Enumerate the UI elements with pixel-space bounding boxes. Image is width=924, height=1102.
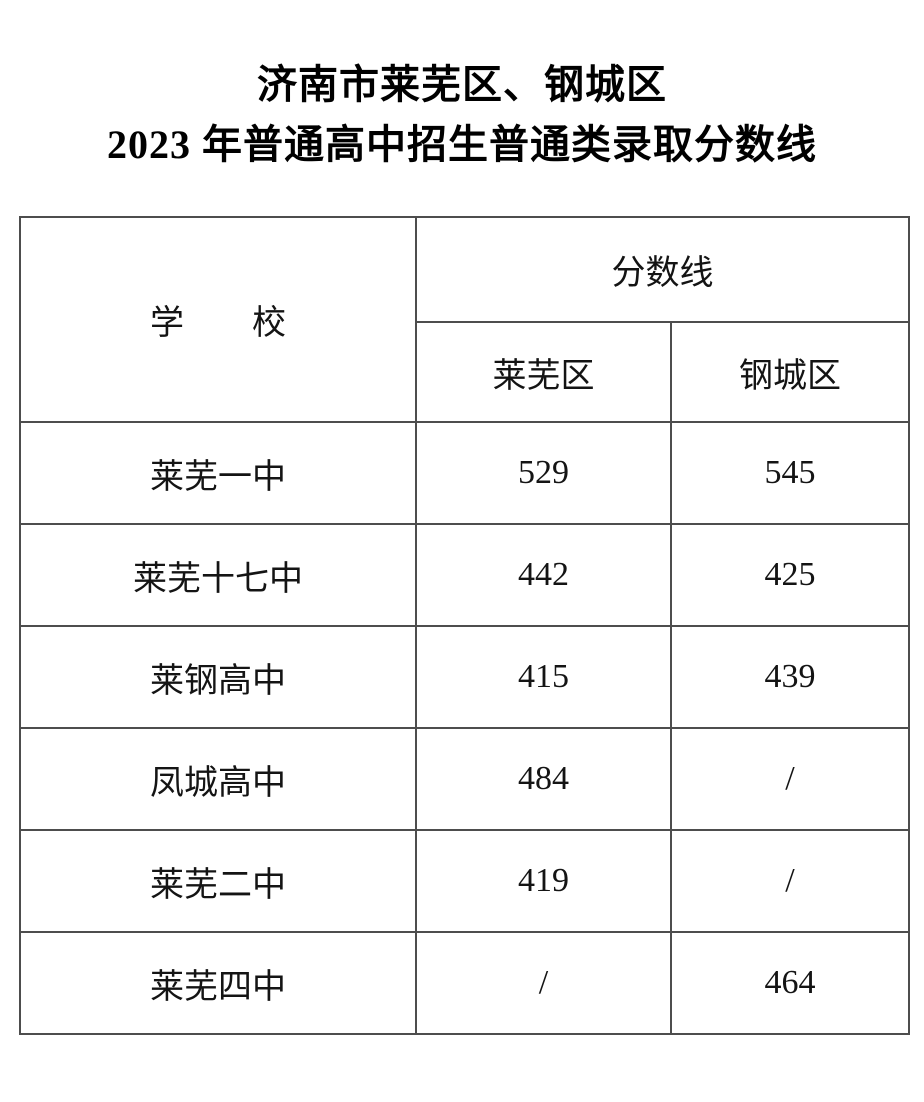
page-title: 济南市莱芜区、钢城区 2023 年普通高中招生普通类录取分数线 bbox=[0, 55, 924, 175]
cell-laiwu-score: 442 bbox=[415, 523, 672, 627]
cell-school: 莱芜十七中 bbox=[19, 523, 417, 627]
cell-laiwu-score: / bbox=[415, 931, 672, 1035]
cell-laiwu-score: 415 bbox=[415, 625, 672, 729]
cell-laiwu-score: 419 bbox=[415, 829, 672, 933]
cell-gangcheng-score: 439 bbox=[670, 625, 910, 729]
table-header-row-1: 学 校 分数线 bbox=[19, 216, 910, 423]
table-row: 莱芜四中 / 464 bbox=[19, 931, 910, 1035]
score-table: 学 校 分数线 莱芜区 钢城区 莱芜一中 529 545 莱芜十七中 442 4… bbox=[19, 216, 910, 1035]
cell-gangcheng-score: / bbox=[670, 829, 910, 933]
table-row: 莱芜十七中 442 425 bbox=[19, 523, 910, 627]
header-cell-score-line: 分数线 bbox=[415, 216, 910, 323]
table-header-row-2: 莱芜区 钢城区 bbox=[20, 321, 910, 423]
cell-laiwu-score: 484 bbox=[415, 727, 672, 831]
cell-gangcheng-score: 464 bbox=[670, 931, 910, 1035]
cell-gangcheng-score: / bbox=[670, 727, 910, 831]
cell-school: 莱芜四中 bbox=[19, 931, 417, 1035]
cell-school: 凤城高中 bbox=[19, 727, 417, 831]
header-cell-school: 学 校 bbox=[19, 216, 417, 423]
cell-laiwu-score: 529 bbox=[415, 421, 672, 525]
cell-school: 莱钢高中 bbox=[19, 625, 417, 729]
header-cell-district-gangcheng: 钢城区 bbox=[670, 321, 910, 423]
cell-school: 莱芜一中 bbox=[19, 421, 417, 525]
table-row: 莱芜二中 419 / bbox=[19, 829, 910, 933]
cell-school: 莱芜二中 bbox=[19, 829, 417, 933]
page-title-line2: 2023 年普通高中招生普通类录取分数线 bbox=[107, 122, 817, 167]
cell-gangcheng-score: 425 bbox=[670, 523, 910, 627]
cell-gangcheng-score: 545 bbox=[670, 421, 910, 525]
table-row: 莱钢高中 415 439 bbox=[19, 625, 910, 729]
table-row: 凤城高中 484 / bbox=[19, 727, 910, 831]
page-title-line1: 济南市莱芜区、钢城区 bbox=[257, 62, 667, 107]
header-cell-district-laiwu: 莱芜区 bbox=[415, 321, 672, 423]
table-row: 莱芜一中 529 545 bbox=[19, 421, 910, 525]
